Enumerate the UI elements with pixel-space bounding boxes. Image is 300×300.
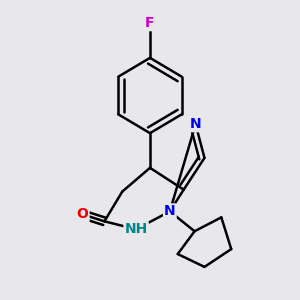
Text: N: N — [164, 204, 176, 218]
Text: O: O — [77, 207, 88, 221]
Text: NH: NH — [124, 222, 148, 236]
Text: N: N — [190, 117, 201, 131]
Text: F: F — [145, 16, 155, 30]
